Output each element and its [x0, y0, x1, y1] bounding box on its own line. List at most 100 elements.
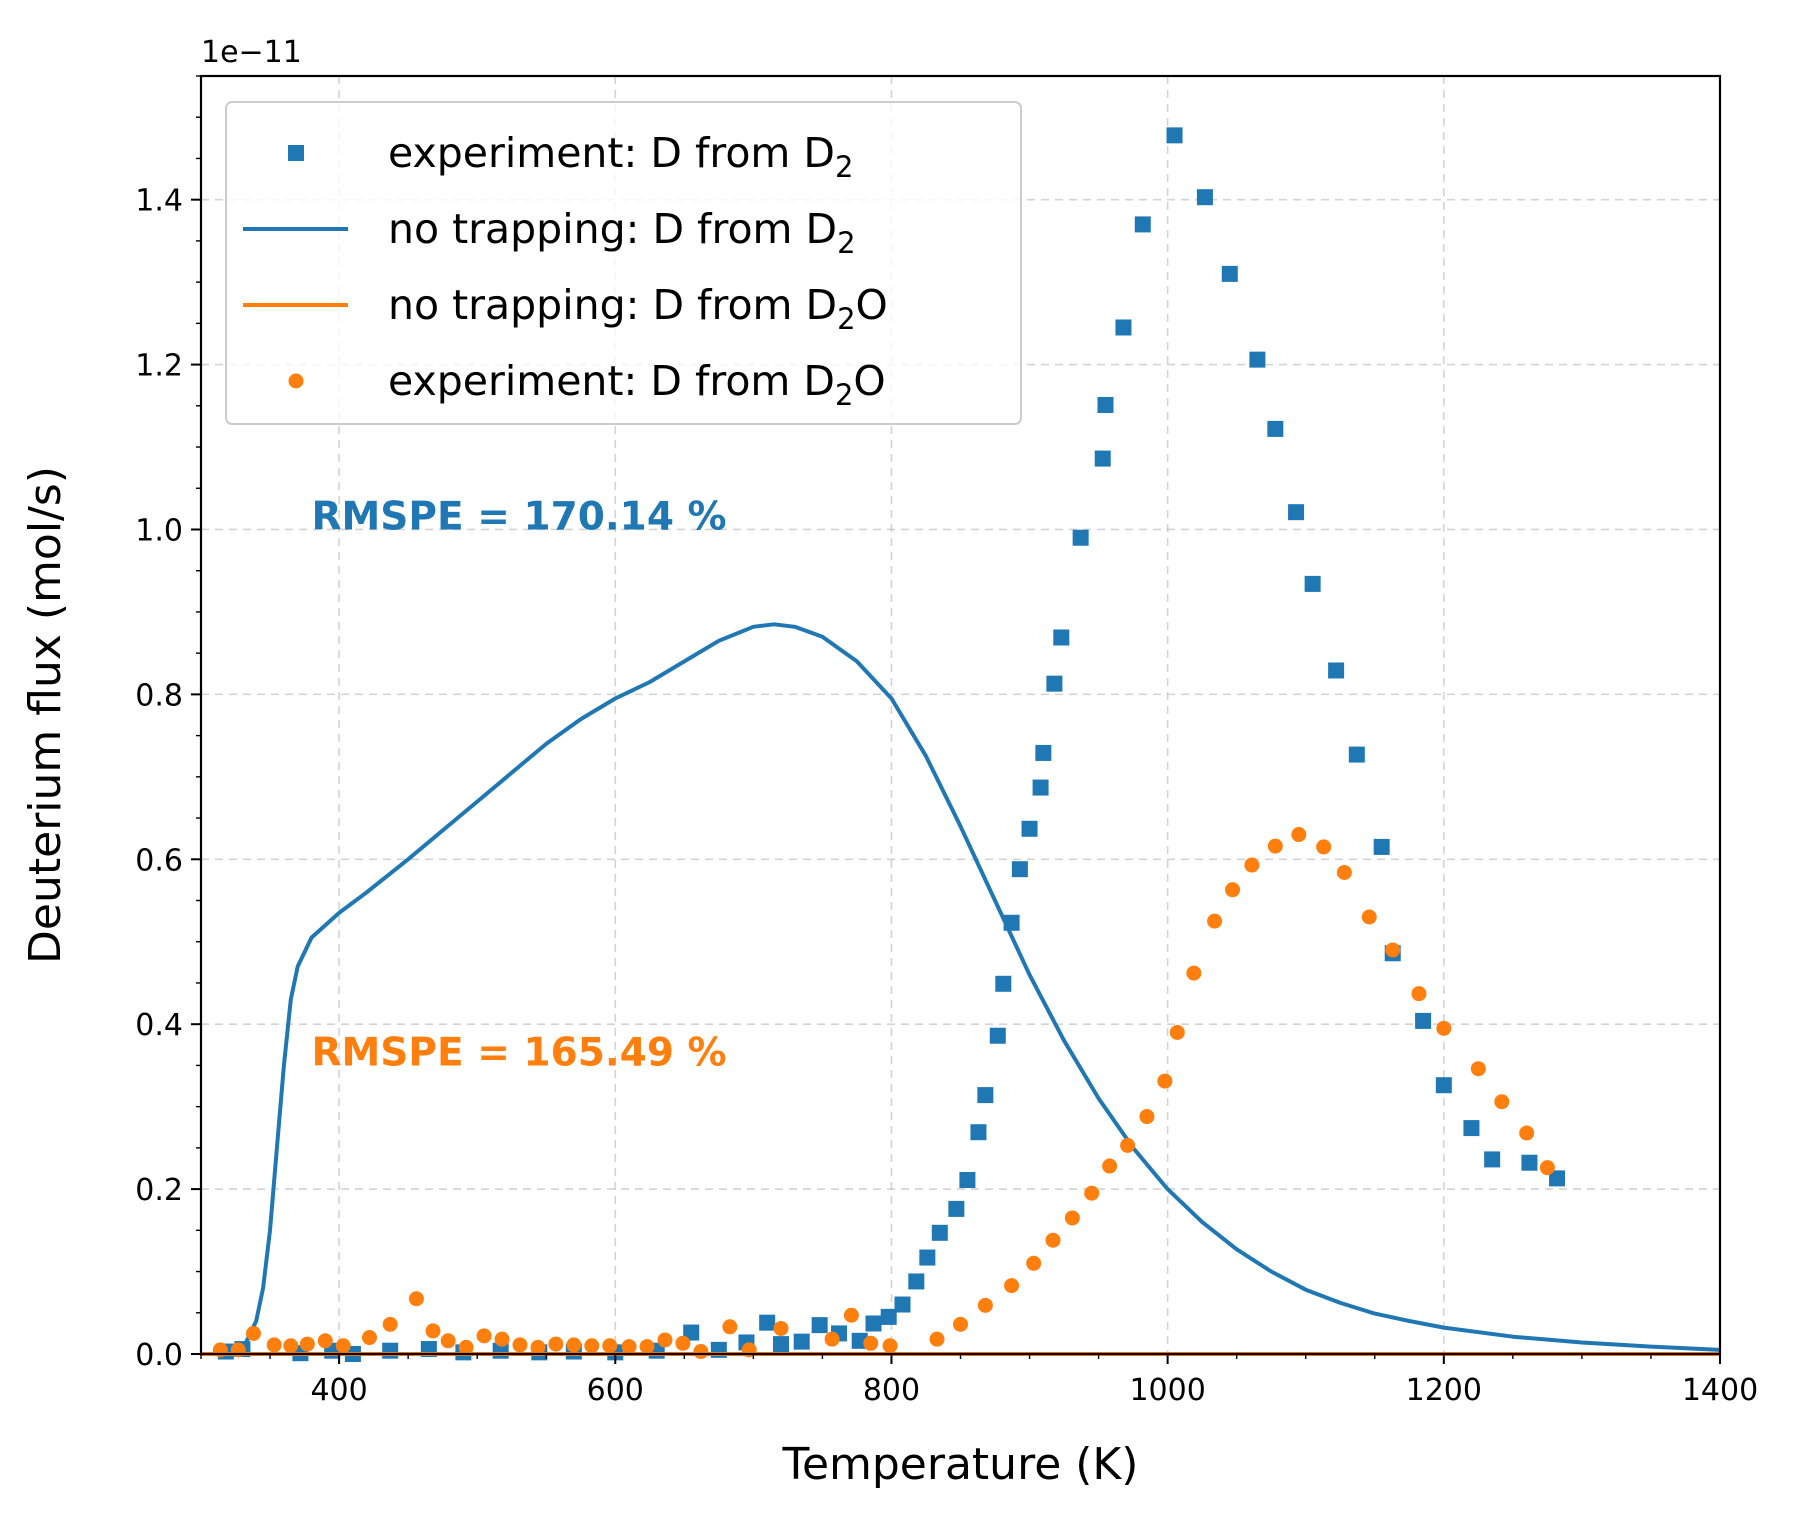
x-tick-label: 1400: [1682, 1373, 1758, 1408]
data-point-circle: [425, 1323, 441, 1339]
series-1: [201, 622, 1721, 1356]
data-point-circle: [335, 1338, 351, 1354]
data-point-circle: [621, 1339, 637, 1355]
data-point-circle: [440, 1333, 456, 1349]
data-point-square: [1094, 450, 1111, 467]
data-point-square: [772, 1336, 789, 1353]
data-point-circle: [1291, 827, 1307, 843]
data-point-square: [1348, 746, 1365, 763]
data-point-circle: [1436, 1020, 1452, 1036]
x-tick-label: 1000: [1129, 1373, 1205, 1408]
data-point-circle: [1157, 1073, 1173, 1089]
x-tick-label: 1200: [1406, 1373, 1482, 1408]
data-point-circle: [639, 1339, 655, 1355]
axes: 400 600 800 1000 1200 1400 0.0 0.2 0.4 0.6 0.8 1.0 1…: [135, 75, 1758, 1408]
data-point-square: [1267, 420, 1284, 437]
data-point-circle: [1267, 838, 1283, 854]
data-point-circle: [512, 1337, 528, 1353]
data-point-circle: [476, 1328, 492, 1344]
x-tick-label: 400: [310, 1373, 367, 1408]
data-point-circle: [494, 1331, 510, 1347]
data-point-circle: [1519, 1125, 1535, 1141]
y-tick-label: 0.0: [135, 1338, 183, 1373]
series-line: [201, 622, 1721, 1356]
data-point-square: [683, 1324, 700, 1341]
data-point-square: [880, 1308, 897, 1325]
series-3: [212, 827, 1555, 1360]
data-point-square: [894, 1296, 911, 1313]
data-point-circle: [566, 1337, 582, 1353]
data-point-circle: [693, 1344, 709, 1360]
data-point-circle: [230, 1342, 246, 1358]
data-point-square: [1288, 504, 1305, 521]
y-tick-label: 1.2: [135, 349, 183, 384]
data-point-square: [1328, 662, 1345, 679]
data-point-circle: [953, 1316, 968, 1332]
data-point-circle: [245, 1325, 261, 1341]
data-point-circle: [1494, 1094, 1510, 1110]
data-point-square: [1304, 575, 1321, 592]
data-point-circle: [741, 1342, 757, 1358]
data-point-circle: [548, 1336, 564, 1352]
data-point-square: [1072, 529, 1089, 546]
data-point-square: [931, 1224, 948, 1241]
legend-entry: experiment: D from D2: [288, 129, 853, 184]
legend: experiment: D from D2 no trapping: D from…: [225, 101, 1022, 425]
data-point-circle: [722, 1319, 738, 1335]
legend-label: no trapping: D from D2O: [388, 281, 888, 336]
data-point-square: [1196, 189, 1213, 206]
y-axis-label: Deuterium flux (mol/s): [20, 466, 71, 964]
data-point-circle: [1102, 1158, 1118, 1174]
data-point-circle: [299, 1336, 315, 1352]
data-point-square: [811, 1317, 828, 1334]
data-point-square: [1134, 216, 1151, 233]
data-point-square: [865, 1315, 882, 1332]
annotations: RMSPE = 170.14 % RMSPE = 165.49 %: [311, 494, 726, 1075]
data-point-square: [970, 1124, 987, 1141]
x-axis-label: Temperature (K): [782, 1439, 1139, 1490]
data-point-circle: [1084, 1185, 1100, 1201]
data-point-circle: [1411, 986, 1427, 1002]
data-point-square: [1435, 1077, 1452, 1094]
data-point-circle: [1139, 1109, 1155, 1125]
data-point-square: [1484, 1151, 1501, 1168]
data-point-circle: [1064, 1210, 1080, 1226]
y-tick-label: 0.6: [135, 843, 183, 878]
data-point-square: [1035, 744, 1052, 761]
data-point-circle: [1470, 1061, 1486, 1077]
y-tick-label: 1.4: [135, 184, 183, 219]
data-point-circle: [977, 1297, 993, 1313]
data-point-circle: [1225, 882, 1241, 898]
legend-label: experiment: D from D2O: [388, 357, 886, 412]
x-tick-label: 600: [587, 1373, 644, 1408]
data-point-circle: [843, 1307, 859, 1323]
data-point-square: [977, 1087, 994, 1104]
data-point-circle: [929, 1331, 945, 1347]
legend-entry: experiment: D from D2O: [288, 357, 886, 412]
data-point-circle: [1361, 909, 1377, 925]
data-point-square: [1166, 127, 1183, 144]
legend-marker-circle: [288, 373, 304, 389]
data-point-circle: [1385, 942, 1401, 958]
data-point-square: [1011, 861, 1028, 878]
data-point-circle: [1186, 965, 1202, 981]
data-point-square: [1097, 396, 1114, 413]
data-point-circle: [317, 1333, 333, 1349]
data-point-circle: [1120, 1137, 1136, 1153]
data-point-square: [1115, 319, 1132, 336]
data-point-circle: [602, 1338, 618, 1354]
data-point-circle: [1539, 1160, 1555, 1176]
rmspe-annotation: RMSPE = 170.14 %: [311, 494, 726, 539]
data-point-square: [1249, 351, 1266, 368]
data-point-square: [995, 975, 1012, 992]
data-point-circle: [773, 1320, 789, 1336]
y-tick-label: 0.2: [135, 1173, 183, 1208]
data-point-circle: [1244, 857, 1260, 873]
data-point-circle: [408, 1291, 424, 1307]
data-point-circle: [584, 1338, 600, 1354]
data-point-circle: [1207, 913, 1223, 929]
data-point-square: [1373, 838, 1390, 855]
y-tick-label: 1.0: [135, 513, 183, 548]
rmspe-annotation: RMSPE = 165.49 %: [311, 1030, 726, 1075]
x-tick-label: 800: [863, 1373, 920, 1408]
